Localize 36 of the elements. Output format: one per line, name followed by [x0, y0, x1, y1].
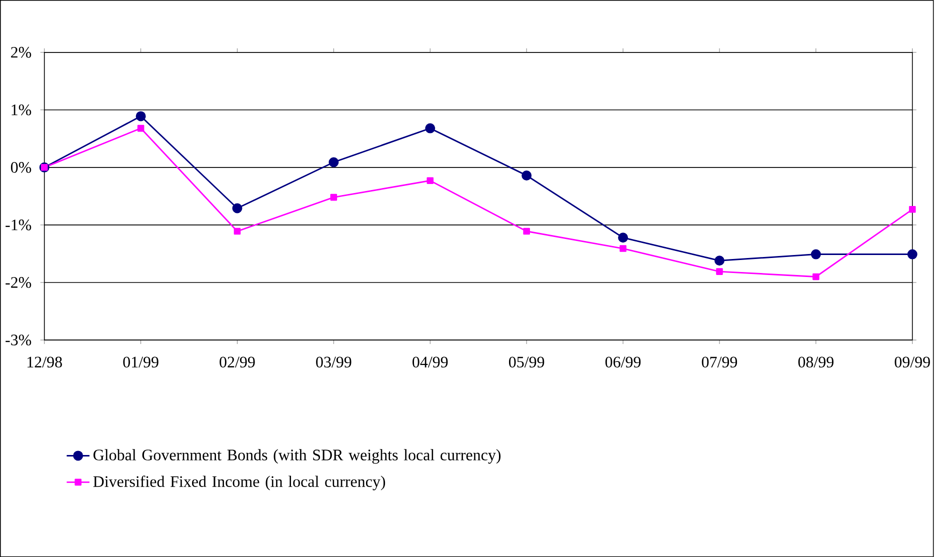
- x-tick-label: 03/99: [316, 356, 352, 368]
- legend-label: Global Government Bonds (with SDR weights local currency): [93, 449, 501, 464]
- point: [908, 206, 916, 213]
- point: [714, 256, 724, 266]
- x-tick-label: 06/99: [605, 356, 641, 368]
- point: [618, 232, 628, 243]
- point: [522, 170, 532, 180]
- point: [426, 177, 434, 184]
- point: [330, 194, 338, 201]
- point: [136, 111, 146, 122]
- point: [328, 157, 339, 168]
- point: [812, 273, 820, 280]
- y-tick-label: 2%: [11, 46, 32, 58]
- x-tick-label: 05/99: [508, 356, 544, 368]
- point: [137, 124, 144, 132]
- point: [232, 203, 242, 214]
- y-tick-label: -1%: [6, 219, 32, 230]
- point: [620, 245, 626, 252]
- point: [425, 123, 436, 134]
- y-tick-label: -3%: [6, 334, 32, 346]
- x-tick-label: 08/99: [798, 356, 834, 368]
- legend-label: Diversified Fixed Income (in local currency): [93, 475, 386, 490]
- x-tick-label: 01/99: [123, 356, 158, 368]
- x-tick-label: 12/98: [28, 356, 62, 368]
- point: [907, 249, 918, 260]
- point: [810, 249, 821, 260]
- point: [716, 268, 723, 275]
- point: [234, 228, 241, 235]
- y-tick-label: -2%: [6, 276, 32, 288]
- x-tick-label: 07/99: [702, 356, 738, 368]
- x-tick-label: 02/99: [220, 356, 255, 368]
- y-tick-label: 1%: [12, 104, 32, 116]
- y-tick-label: 0%: [10, 162, 32, 173]
- x-tick-label: 04/99: [412, 356, 448, 368]
- point: [523, 228, 530, 235]
- x-tick-label: 09/99: [894, 356, 930, 368]
